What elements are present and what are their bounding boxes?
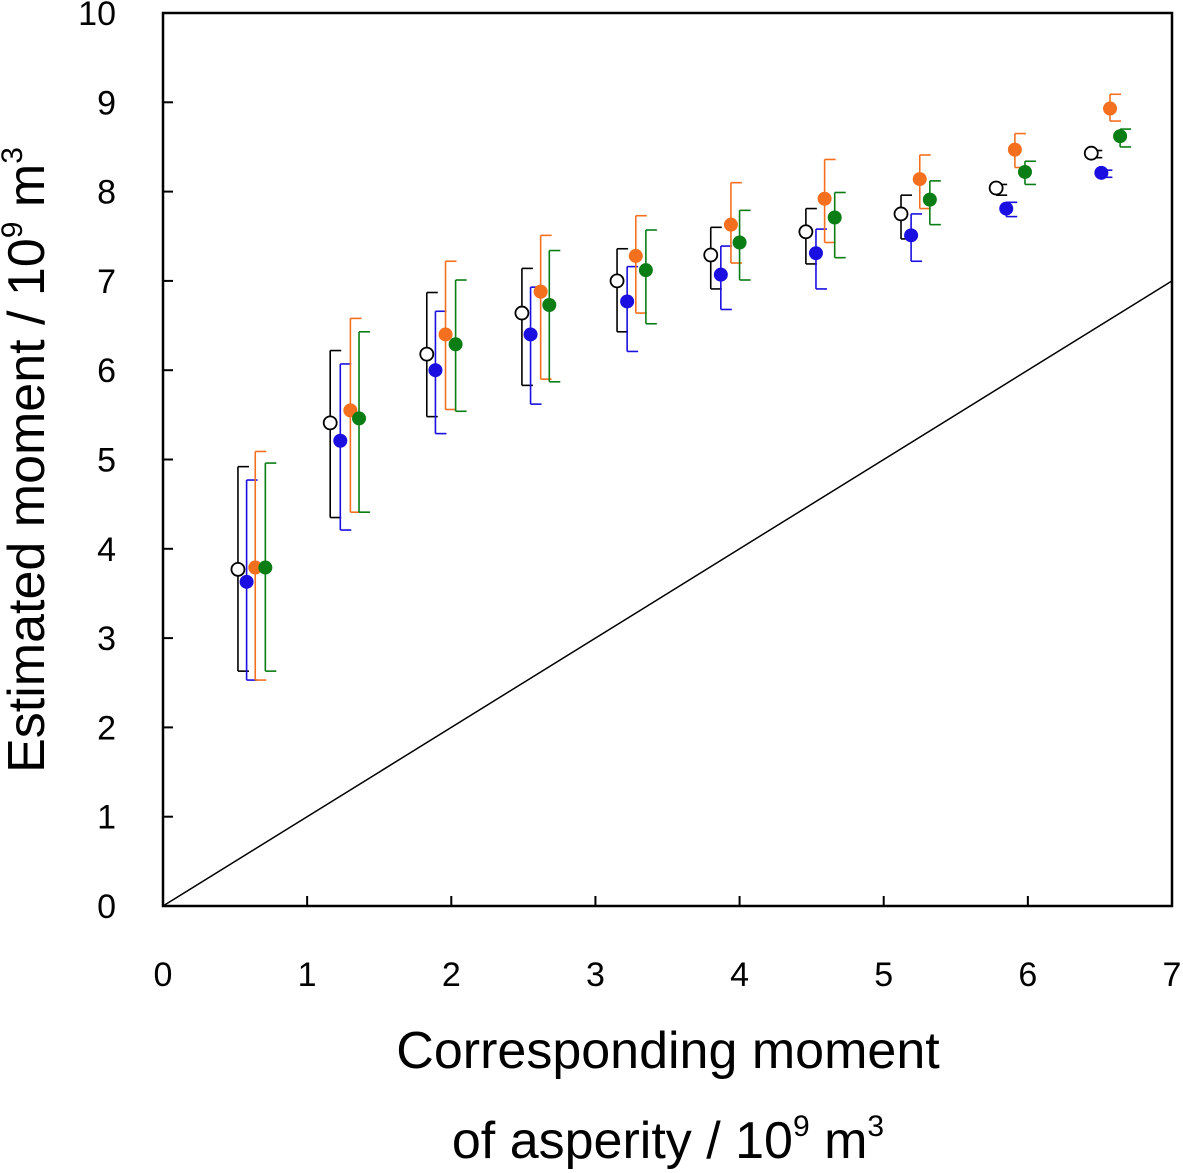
- x-tick-label: 7: [1163, 956, 1182, 994]
- x-tick-label: 5: [874, 956, 893, 994]
- series-1: [230, 145, 1103, 672]
- data-point: [732, 235, 747, 250]
- y-tick-label: 9: [97, 84, 116, 122]
- data-point: [827, 210, 842, 225]
- data-point: [798, 224, 814, 240]
- data-point: [239, 574, 254, 589]
- y-tick-label: 0: [97, 888, 116, 926]
- data-point: [999, 201, 1014, 216]
- data-point: [1017, 164, 1032, 179]
- data-point: [893, 206, 909, 222]
- x-axis-title-line1: Corresponding moment: [396, 1022, 940, 1080]
- identity-line: [162, 280, 1173, 907]
- y-tick-label: 2: [97, 709, 116, 747]
- data-point: [638, 263, 653, 278]
- reference-line: [162, 280, 1173, 907]
- x-tick-label: 6: [1018, 956, 1037, 994]
- x-tick-label: 1: [298, 956, 317, 994]
- data-point: [533, 284, 548, 299]
- data-point: [322, 415, 338, 431]
- data-point: [620, 294, 635, 309]
- data-point: [258, 560, 273, 575]
- data-point: [713, 267, 728, 282]
- x-tick-label: 0: [154, 956, 173, 994]
- series-2: [239, 165, 1113, 681]
- data-point: [628, 248, 643, 263]
- data-point: [912, 172, 927, 187]
- data-point: [723, 217, 738, 232]
- x-tick-label: 4: [730, 956, 749, 994]
- data-point: [523, 327, 538, 342]
- y-tick-label: 8: [97, 174, 116, 212]
- y-tick-label: 3: [97, 620, 116, 658]
- data-point: [448, 337, 463, 352]
- y-tick-label: 1: [97, 799, 116, 837]
- data-point: [988, 180, 1004, 196]
- y-axis-title: Estimated moment / 109 m3: [0, 147, 56, 773]
- data-point: [438, 327, 453, 342]
- data-point: [514, 305, 530, 321]
- data-point: [1094, 165, 1109, 180]
- y-tick-label: 4: [97, 531, 116, 569]
- data-point: [1113, 129, 1128, 144]
- data-point: [1083, 145, 1099, 161]
- x-axis-title-line2: of asperity / 109 m3: [452, 1110, 884, 1170]
- data-point: [817, 191, 832, 206]
- data-point: [609, 273, 625, 289]
- data-point: [352, 411, 367, 426]
- x-tick-label: 3: [586, 956, 605, 994]
- x-tick-label: 2: [442, 956, 461, 994]
- y-tick-label: 5: [97, 442, 116, 480]
- axis-ticks: 0 1 2 3 4 5 6 7 0 1 2 3 4 5 6 7 8 9 10: [78, 0, 1181, 994]
- y-tick-label: 7: [97, 263, 116, 301]
- data-marks: [230, 93, 1132, 681]
- y-tick-label: 6: [97, 352, 116, 390]
- data-point: [808, 246, 823, 261]
- data-point: [428, 363, 443, 378]
- data-point: [1007, 142, 1022, 157]
- data-point: [542, 298, 557, 313]
- data-point: [904, 228, 919, 243]
- y-tick-label: 10: [78, 0, 116, 33]
- series-4: [258, 128, 1132, 672]
- data-point: [248, 560, 263, 575]
- data-point: [1103, 101, 1118, 116]
- data-point: [419, 346, 435, 362]
- data-point: [230, 561, 246, 577]
- data-point: [922, 192, 937, 207]
- data-point: [703, 247, 719, 263]
- series-3: [248, 93, 1122, 681]
- data-point: [333, 433, 348, 448]
